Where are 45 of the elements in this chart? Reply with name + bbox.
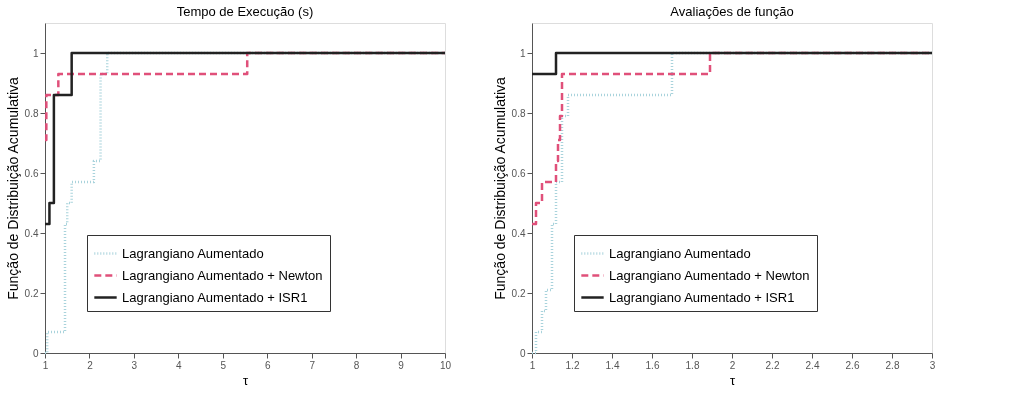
- x-tick-label: 5: [220, 359, 227, 371]
- legend-label: Lagrangiano Aumentado: [122, 245, 264, 261]
- legend-label: Lagrangiano Aumentado + Newton: [122, 267, 323, 283]
- x-tick-label: 2: [87, 359, 94, 371]
- y-tick-label: 0: [32, 347, 39, 359]
- x-tick-label: 1.4: [605, 359, 620, 371]
- x-tick-label: 2: [729, 359, 736, 371]
- y-tick-label: 1: [519, 47, 526, 59]
- y-tick-label: 0.4: [511, 227, 526, 239]
- x-tick-label: 1: [529, 359, 536, 371]
- x-tick-label: 1.6: [645, 359, 660, 371]
- y-tick-label: 1: [32, 47, 39, 59]
- x-tick-label: 9: [398, 359, 405, 371]
- x-tick-label: 3: [131, 359, 138, 371]
- x-tick-label: 1: [42, 359, 49, 371]
- legend-label: Lagrangiano Aumentado + ISR1: [609, 289, 795, 305]
- chart-title: Avaliações de função: [670, 4, 794, 19]
- y-tick-label: 0.6: [511, 167, 526, 179]
- y-tick-label: 0.6: [24, 167, 39, 179]
- legend-label: Lagrangiano Aumentado + ISR1: [122, 289, 308, 305]
- x-tick-label: 2.2: [765, 359, 780, 371]
- x-tick-label: 8: [353, 359, 360, 371]
- x-tick-label: 2.4: [805, 359, 820, 371]
- y-tick-label: 0.8: [511, 107, 526, 119]
- x-tick-label: 10: [439, 359, 452, 371]
- y-tick-label: 0.4: [24, 227, 39, 239]
- x-axis-title: τ: [729, 372, 736, 388]
- y-axis-title: Função de Distribuição Acumulativa: [4, 77, 21, 300]
- x-tick-label: 2.6: [845, 359, 860, 371]
- x-tick-label: 6: [264, 359, 271, 371]
- legend-label: Lagrangiano Aumentado + Newton: [609, 267, 810, 283]
- x-axis-title: τ: [242, 372, 249, 388]
- y-tick-label: 0.8: [24, 107, 39, 119]
- x-tick-label: 1.2: [565, 359, 580, 371]
- y-axis-title: Função de Distribuição Acumulativa: [491, 77, 508, 300]
- y-tick-label: 0: [519, 347, 526, 359]
- y-tick-label: 0.2: [511, 287, 526, 299]
- x-tick-label: 2.8: [885, 359, 900, 371]
- legend-label: Lagrangiano Aumentado: [609, 245, 751, 261]
- x-tick-label: 4: [176, 359, 183, 371]
- chart-title: Tempo de Execução (s): [176, 4, 314, 19]
- x-tick-label: 7: [309, 359, 316, 371]
- y-tick-label: 0.2: [24, 287, 39, 299]
- x-tick-label: 3: [929, 359, 936, 371]
- x-tick-label: 1.8: [685, 359, 700, 371]
